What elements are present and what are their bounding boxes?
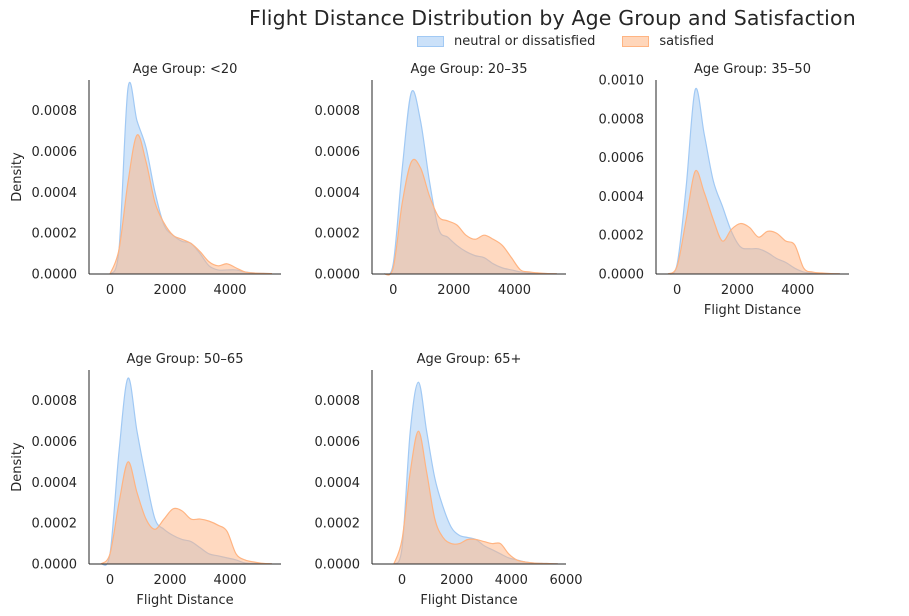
y-tick-label: 0.0006 <box>315 145 361 160</box>
y-tick-label: 0.0002 <box>32 517 78 532</box>
panel-5: 0.0000 0.0002 0.0004 0.0006 0.0008 0 2000 4000 6… <box>315 352 583 608</box>
y-tick-label: 0.0004 <box>315 476 361 491</box>
x-tick-label: 0 <box>673 283 681 298</box>
panel-2: 0.0000 0.0002 0.0004 0.0006 0.0008 0 2000 4000 A… <box>315 62 566 298</box>
y-tick-label: 0.0004 <box>599 190 645 205</box>
x-tick-label: 2000 <box>721 283 754 298</box>
x-tick-label: 0 <box>398 573 406 588</box>
y-tick-label: 0.0004 <box>32 476 78 491</box>
y-tick-label: 0.0008 <box>32 394 78 409</box>
x-tick-label: 0 <box>106 283 114 298</box>
area-satisfied <box>101 461 272 564</box>
x-tick-label: 6000 <box>549 573 582 588</box>
y-tick-label: 0.0000 <box>315 558 361 573</box>
panel-title: Age Group: <20 <box>133 62 238 77</box>
y-tick-label: 0.0006 <box>32 145 78 160</box>
x-tick-label: 2000 <box>153 573 186 588</box>
panel-title: Age Group: 65+ <box>417 352 522 367</box>
x-tick-label: 4000 <box>213 573 246 588</box>
area-satisfied <box>668 170 840 274</box>
y-axis-label: Density <box>10 152 25 202</box>
x-tick-label: 0 <box>106 573 114 588</box>
x-axis-label: Flight Distance <box>704 303 801 318</box>
y-tick-label: 0.0008 <box>32 104 78 119</box>
x-tick-label: 0 <box>389 283 397 298</box>
legend-item-satisfied: satisfied <box>622 34 714 49</box>
legend-swatch-neutral <box>417 35 444 47</box>
y-tick-label: 0.0008 <box>315 104 361 119</box>
y-tick-label: 0.0002 <box>32 227 78 242</box>
y-tick-label: 0.0010 <box>599 74 645 89</box>
density-line-satisfied <box>393 430 558 565</box>
x-axis-label: Flight Distance <box>420 593 517 608</box>
y-tick-label: 0.0008 <box>599 112 645 127</box>
legend-item-neutral: neutral or dissatisfied <box>417 34 595 49</box>
area-satisfied <box>393 431 558 564</box>
area-satisfied <box>384 159 557 276</box>
x-tick-label: 4000 <box>781 283 814 298</box>
density-line-satisfied <box>667 169 840 275</box>
density-line-satisfied <box>109 134 273 275</box>
y-tick-label: 0.0004 <box>32 186 78 201</box>
y-tick-label: 0.0006 <box>315 435 361 450</box>
x-tick-label: 4000 <box>498 283 531 298</box>
density-line-satisfied <box>100 461 273 565</box>
legend-label-satisfied: satisfied <box>659 33 715 49</box>
x-tick-label: 2000 <box>437 283 470 298</box>
y-tick-label: 0.0002 <box>315 227 361 242</box>
area-satisfied <box>110 134 272 274</box>
panel-title: Age Group: 20–35 <box>411 62 528 77</box>
x-tick-label: 4000 <box>213 283 246 298</box>
legend-swatch-satisfied <box>622 35 650 47</box>
y-tick-label: 0.0002 <box>599 229 645 244</box>
panel-1: 0.0000 0.0002 0.0004 0.0006 0.0008 0 2000 4000 A… <box>10 62 281 298</box>
y-tick-label: 0.0000 <box>315 268 361 283</box>
y-tick-label: 0.0006 <box>32 435 78 450</box>
y-axis-label: Density <box>10 442 25 492</box>
y-tick-label: 0.0006 <box>599 151 645 166</box>
y-tick-label: 0.0000 <box>32 268 78 283</box>
density-line-satisfied <box>383 158 557 276</box>
y-tick-label: 0.0000 <box>599 268 645 283</box>
y-tick-label: 0.0008 <box>315 394 361 409</box>
x-axis-label: Flight Distance <box>136 593 233 608</box>
chart-title: Flight Distance Distribution by Age Grou… <box>249 6 856 30</box>
legend-label-neutral: neutral or dissatisfied <box>454 33 596 49</box>
y-tick-label: 0.0004 <box>315 186 361 201</box>
x-tick-label: 2000 <box>440 573 473 588</box>
panel-3: 0.0000 0.0002 0.0004 0.0006 0.0008 0.0010 0 200… <box>599 62 849 318</box>
x-tick-label: 2000 <box>153 283 186 298</box>
panel-title: Age Group: 35–50 <box>694 62 811 77</box>
panel-title: Age Group: 50–65 <box>127 352 244 367</box>
y-tick-label: 0.0000 <box>32 558 78 573</box>
legend: neutral or dissatisfied satisfied <box>417 32 741 50</box>
x-tick-label: 4000 <box>495 573 528 588</box>
y-tick-label: 0.0002 <box>315 517 361 532</box>
panel-4: 0.0000 0.0002 0.0004 0.0006 0.0008 0 2000 4000 A… <box>10 352 281 608</box>
